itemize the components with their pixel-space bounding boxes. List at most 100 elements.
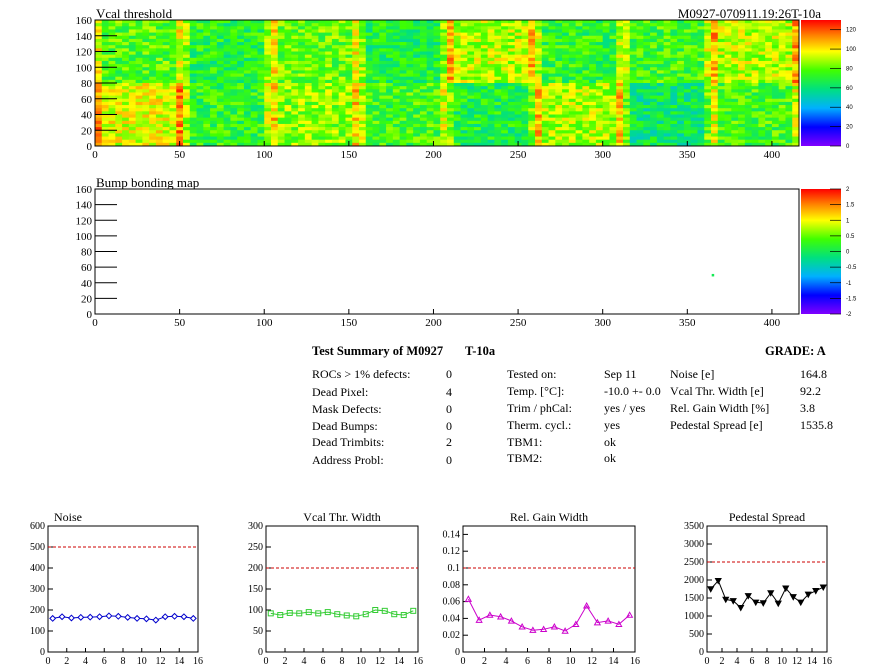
heatmap-cell bbox=[108, 89, 116, 93]
heatmap-cell bbox=[128, 54, 137, 59]
heatmap-cell bbox=[744, 123, 753, 128]
heatmap-cell bbox=[514, 98, 522, 103]
heatmap-cell bbox=[304, 105, 313, 109]
heatmap-cell bbox=[528, 139, 536, 144]
heatmap-cell bbox=[196, 83, 204, 87]
heatmap-cell bbox=[291, 101, 299, 106]
heatmap-cell bbox=[765, 48, 773, 52]
heatmap-cell bbox=[101, 105, 109, 109]
heatmap-cell bbox=[128, 76, 137, 81]
heatmap-cell bbox=[257, 142, 265, 147]
heatmap-cell bbox=[284, 98, 292, 103]
heatmap-cell bbox=[711, 54, 719, 59]
heatmap-cell bbox=[447, 79, 455, 84]
heatmap-cell bbox=[751, 117, 759, 122]
heatmap-cell bbox=[487, 142, 495, 147]
heatmap-cell bbox=[460, 23, 468, 27]
heatmap-cell bbox=[514, 38, 522, 43]
heatmap-cell bbox=[291, 105, 299, 109]
heatmap-cell bbox=[670, 123, 678, 128]
heatmap-cell bbox=[122, 127, 130, 131]
heatmap-cell bbox=[663, 23, 671, 27]
heatmap-cell bbox=[426, 67, 434, 71]
heatmap-cell bbox=[717, 42, 725, 46]
heatmap-cell bbox=[169, 136, 177, 141]
heatmap-cell bbox=[237, 23, 245, 27]
heatmap-cell bbox=[406, 20, 414, 24]
heatmap-cell bbox=[629, 51, 637, 56]
heatmap-cell bbox=[304, 142, 313, 147]
heatmap-cell bbox=[636, 101, 644, 106]
heatmap-cell bbox=[656, 108, 665, 112]
heatmap-cell bbox=[778, 48, 786, 52]
heatmap-cell bbox=[758, 45, 766, 49]
heatmap-cell bbox=[582, 45, 590, 49]
heatmap-cell bbox=[264, 73, 272, 78]
heatmap-cell bbox=[629, 73, 637, 78]
heatmap-cell bbox=[230, 120, 238, 125]
heatmap-cell bbox=[474, 120, 482, 125]
heatmap-cell bbox=[223, 127, 231, 131]
heatmap-cell bbox=[352, 86, 360, 90]
data-point bbox=[114, 612, 122, 620]
heatmap-cell bbox=[304, 133, 313, 137]
heatmap-cell bbox=[331, 48, 340, 52]
heatmap-cell bbox=[623, 45, 631, 49]
heatmap-cell bbox=[704, 42, 712, 46]
heatmap-cell bbox=[453, 23, 461, 27]
heatmap-cell bbox=[636, 98, 644, 103]
heatmap-cell bbox=[792, 92, 800, 96]
heatmap-cell bbox=[155, 54, 164, 59]
heatmap-cell bbox=[284, 120, 292, 125]
data-point bbox=[410, 607, 417, 614]
heatmap-cell bbox=[183, 95, 191, 100]
heatmap-cell bbox=[331, 101, 340, 106]
heatmap-cell bbox=[548, 35, 556, 40]
heatmap-cell bbox=[589, 98, 597, 103]
heatmap-cell bbox=[128, 79, 137, 84]
heatmap-cell bbox=[338, 142, 346, 147]
heatmap-cell bbox=[771, 127, 780, 131]
heatmap-cell bbox=[501, 139, 509, 144]
heatmap-cell bbox=[95, 79, 103, 84]
heatmap-cell bbox=[392, 95, 401, 100]
heatmap-cell bbox=[494, 86, 502, 90]
heatmap-cell bbox=[623, 48, 631, 52]
heatmap-cell bbox=[690, 42, 698, 46]
data-point bbox=[812, 588, 820, 595]
heatmap-cell bbox=[318, 23, 326, 27]
heatmap-cell bbox=[778, 51, 786, 56]
heatmap-cell bbox=[426, 23, 434, 27]
heatmap-cell bbox=[237, 76, 245, 81]
heatmap-cell bbox=[325, 67, 333, 71]
heatmap-cell bbox=[704, 54, 712, 59]
heatmap-cell bbox=[656, 70, 665, 74]
heatmap-cell bbox=[765, 26, 773, 30]
heatmap-cell bbox=[643, 57, 651, 62]
heatmap-cell bbox=[115, 108, 123, 112]
heatmap-cell bbox=[487, 51, 495, 56]
heatmap-cell bbox=[345, 76, 353, 81]
heatmap-cell bbox=[331, 111, 340, 115]
heatmap-cell bbox=[237, 136, 245, 141]
heatmap-cell bbox=[277, 35, 285, 40]
heatmap-cell bbox=[792, 98, 800, 103]
heatmap-cell bbox=[318, 42, 326, 46]
heatmap-cell bbox=[616, 45, 624, 49]
heatmap-cell bbox=[128, 83, 137, 87]
heatmap-cell bbox=[629, 123, 637, 128]
heatmap-cell bbox=[744, 38, 753, 43]
heatmap-cell bbox=[318, 111, 326, 115]
heatmap-cell bbox=[636, 54, 644, 59]
heatmap-cell bbox=[650, 73, 658, 78]
heatmap-cell bbox=[149, 20, 157, 24]
heatmap-cell bbox=[196, 136, 204, 141]
heatmap-cell bbox=[595, 76, 604, 81]
heatmap-cell bbox=[216, 139, 225, 144]
heatmap-cell bbox=[467, 35, 475, 40]
heatmap-cell bbox=[460, 83, 468, 87]
y-tick-label: 0 bbox=[455, 647, 460, 658]
heatmap-cell bbox=[562, 48, 570, 52]
heatmap-cell bbox=[609, 23, 617, 27]
heatmap-cell bbox=[460, 114, 468, 119]
